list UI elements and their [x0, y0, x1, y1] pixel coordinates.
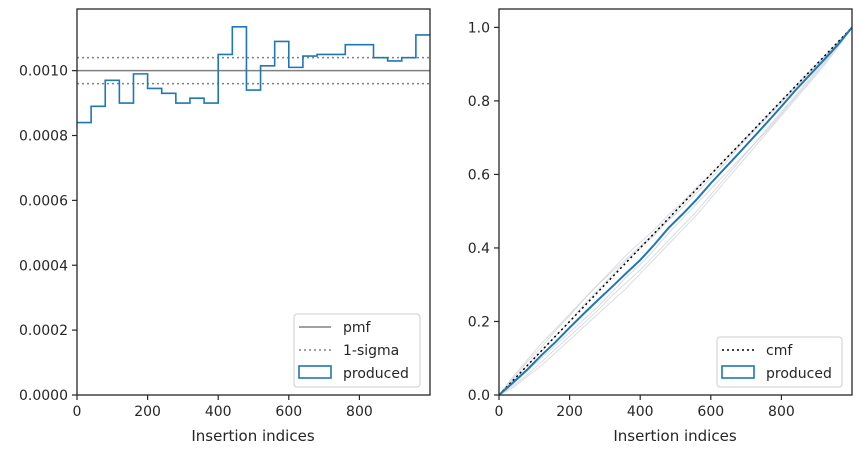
- histogram-y-tick-label: 0.0002: [19, 323, 68, 339]
- histogram-x-tick-label: 600: [275, 404, 302, 420]
- histogram-legend-box: [293, 313, 421, 388]
- cdf-axes-frame: [498, 8, 853, 396]
- histogram-y-tick-label: 0.0006: [19, 193, 68, 209]
- cdf-y-tick-label: 1.0: [468, 20, 490, 36]
- cdf-legend: cmf produced: [716, 336, 843, 388]
- legend-cdf-produced-label: produced: [766, 366, 832, 382]
- histogram-axes-frame: [76, 8, 431, 396]
- histogram-y-tick-label: 0.0004: [19, 258, 68, 274]
- cdf-x-tick-label: 400: [627, 404, 654, 420]
- legend-produced-swatch: [298, 365, 332, 379]
- cdf-x-tick-label: 800: [768, 404, 795, 420]
- histogram-x-tick-label: 0: [73, 404, 82, 420]
- histogram-y-tick-label: 0.0010: [19, 64, 68, 80]
- cdf-y-tick-label: 0.0: [468, 388, 490, 404]
- cdf-x-tick-label: 600: [697, 404, 724, 420]
- produced-cdf-line: [498, 26, 853, 396]
- histogram-y-tick-label: 0.0000: [19, 388, 68, 404]
- cdf-plot-area: [499, 9, 852, 395]
- produced-histogram-step: [77, 26, 430, 124]
- histogram-legend: pmf 1-sigma produced: [293, 313, 421, 388]
- cdf-y-tick-label: 0.8: [468, 94, 490, 110]
- background-sample-line: [498, 27, 853, 396]
- cdf-y-tick-label: 0.4: [468, 241, 490, 257]
- histogram-y-tick-label: 0.0008: [19, 129, 68, 145]
- legend-cdf-produced-swatch: [721, 365, 755, 379]
- cdf-x-tick-label: 0: [495, 404, 504, 420]
- background-sample-line: [498, 27, 853, 396]
- histogram-x-tick-label: 200: [134, 404, 161, 420]
- cdf-y-tick-label: 0.2: [468, 314, 490, 330]
- cdf-panel: 0 200 400 600 800 0.0 0.2 0.4 0.6 0.8 1.0 Inserti…: [468, 8, 853, 445]
- histogram-x-axis-label: Insertion indices: [191, 427, 314, 445]
- legend-produced-label: produced: [343, 366, 409, 382]
- legend-pmf-label: pmf: [343, 320, 372, 336]
- cdf-y-tick-label: 0.6: [468, 167, 490, 183]
- background-sample-line: [498, 27, 853, 396]
- histogram-panel: 0 200 400 600 800 0.0000 0.0002 0.0004 0.0006 0.…: [19, 8, 431, 445]
- histogram-x-tick-label: 800: [346, 404, 373, 420]
- histogram-x-tick-label: 400: [205, 404, 232, 420]
- background-sample-lines: [498, 27, 853, 396]
- background-sample-line: [498, 27, 853, 396]
- cdf-x-axis-label: Insertion indices: [613, 427, 736, 445]
- background-sample-line: [498, 27, 853, 396]
- legend-sigma-label: 1-sigma: [343, 343, 399, 359]
- legend-cmf-label: cmf: [766, 343, 793, 359]
- cdf-x-tick-label: 200: [556, 404, 583, 420]
